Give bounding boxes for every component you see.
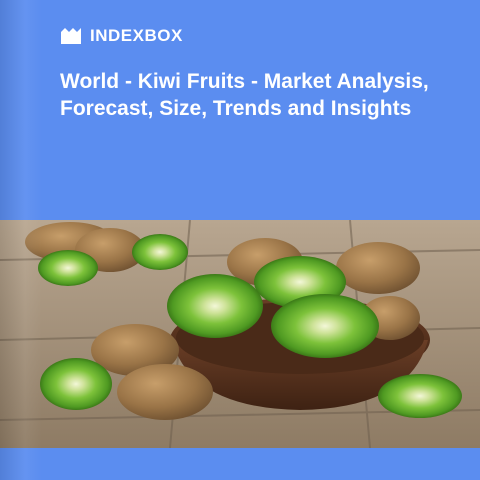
cover-footer — [0, 448, 480, 480]
indexbox-logo-icon — [61, 28, 81, 44]
cover-header: INDEXBOX World - Kiwi Fruits - Market An… — [0, 0, 480, 220]
brand-logo: INDEXBOX — [60, 26, 183, 46]
report-title: World - Kiwi Fruits - Market Analysis, F… — [60, 70, 429, 120]
kiwi-fruit-photo — [0, 220, 480, 448]
brand-name: INDEXBOX — [90, 26, 183, 45]
